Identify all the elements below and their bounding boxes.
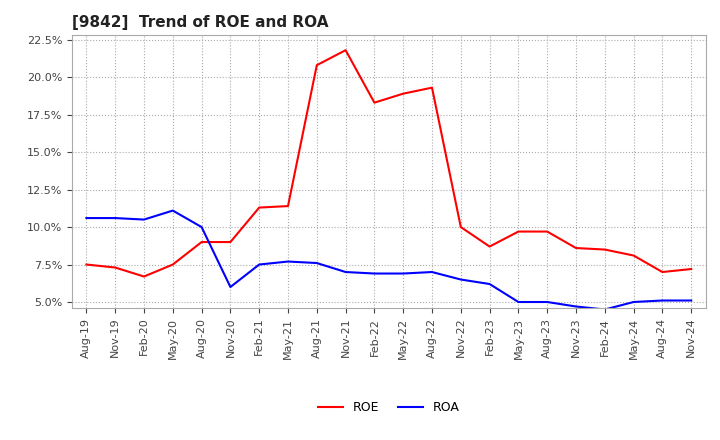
ROE	[284, 203, 292, 209]
ROA	[111, 216, 120, 221]
ROA	[168, 208, 177, 213]
ROE	[197, 239, 206, 245]
Line: ROA: ROA	[86, 211, 691, 309]
Legend: ROE, ROA: ROE, ROA	[312, 396, 465, 419]
ROE	[687, 266, 696, 271]
ROA	[514, 299, 523, 304]
ROE	[572, 246, 580, 251]
ROE	[312, 62, 321, 68]
ROA	[485, 281, 494, 286]
ROA	[341, 269, 350, 275]
ROA	[226, 284, 235, 290]
ROA	[456, 277, 465, 282]
ROA	[255, 262, 264, 267]
ROE	[399, 91, 408, 96]
ROA	[658, 298, 667, 303]
ROA	[399, 271, 408, 276]
ROE	[341, 48, 350, 53]
ROE	[485, 244, 494, 249]
ROA	[543, 299, 552, 304]
Text: [9842]  Trend of ROE and ROA: [9842] Trend of ROE and ROA	[72, 15, 328, 30]
ROE	[168, 262, 177, 267]
ROE	[514, 229, 523, 234]
ROA	[687, 298, 696, 303]
ROE	[428, 85, 436, 90]
ROA	[428, 269, 436, 275]
ROE	[370, 100, 379, 105]
ROA	[370, 271, 379, 276]
ROA	[572, 304, 580, 309]
ROE	[658, 269, 667, 275]
ROE	[82, 262, 91, 267]
ROA	[197, 224, 206, 230]
ROE	[255, 205, 264, 210]
ROA	[82, 216, 91, 221]
ROA	[284, 259, 292, 264]
ROE	[629, 253, 638, 258]
ROE	[600, 247, 609, 252]
Line: ROE: ROE	[86, 50, 691, 276]
ROE	[456, 224, 465, 230]
ROE	[111, 265, 120, 270]
ROA	[600, 307, 609, 312]
ROA	[140, 217, 148, 222]
ROE	[543, 229, 552, 234]
ROA	[629, 299, 638, 304]
ROE	[140, 274, 148, 279]
ROA	[312, 260, 321, 266]
ROE	[226, 239, 235, 245]
